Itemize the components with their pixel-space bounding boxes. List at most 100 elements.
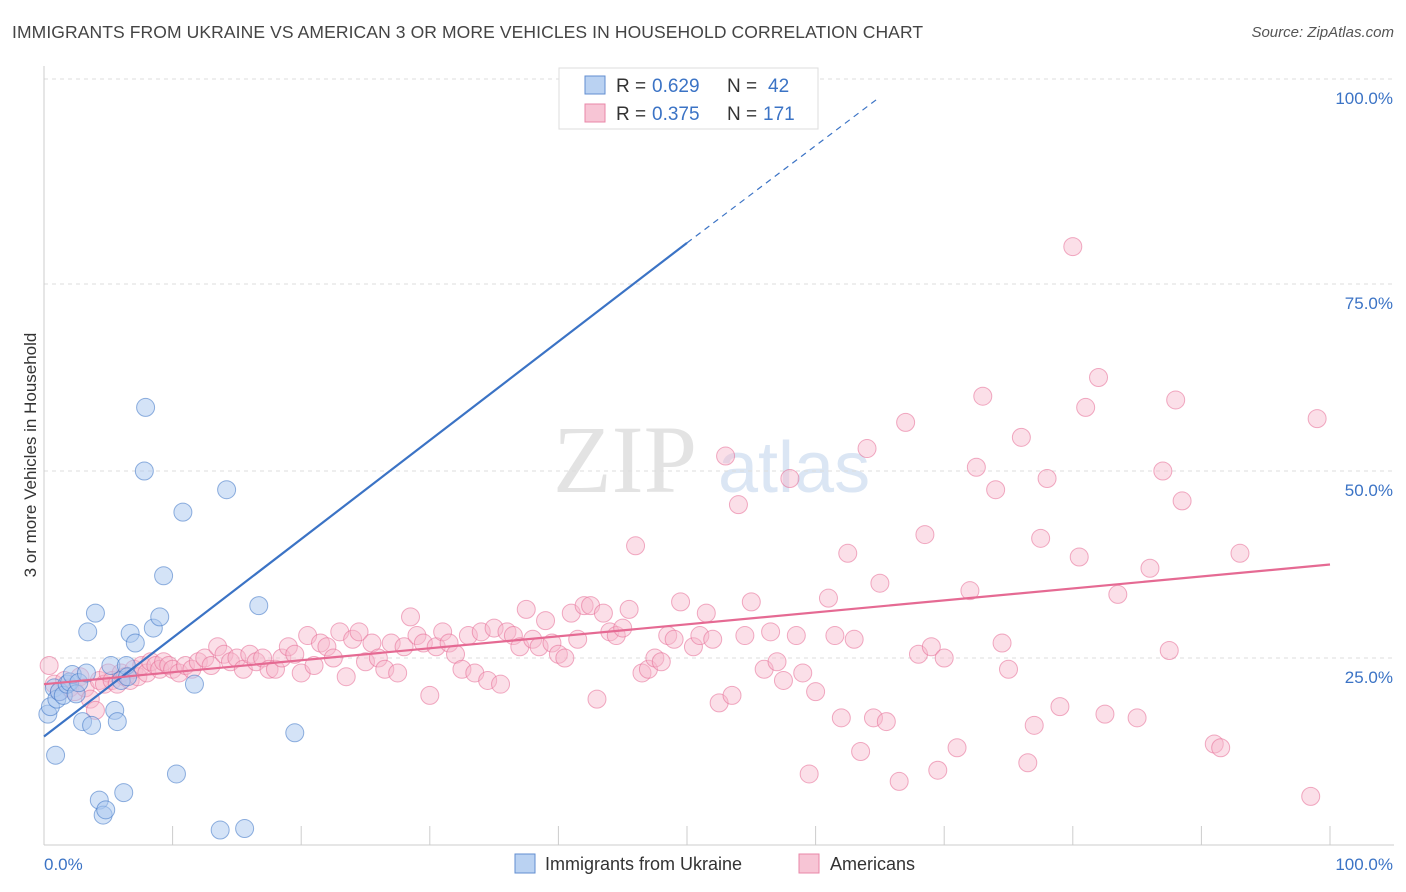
americans-point (825, 626, 845, 646)
americans-point (1037, 468, 1057, 488)
ukraine-point (78, 622, 98, 642)
series-legend: Immigrants from Ukraine Americans (514, 853, 915, 874)
watermark-atlas: atlas (718, 428, 870, 508)
americans-point (934, 648, 954, 668)
americans-point (915, 525, 935, 545)
americans-point (671, 592, 691, 612)
americans-point (1069, 547, 1089, 567)
americans-point (767, 652, 787, 672)
americans-point (818, 588, 838, 608)
americans-point (240, 644, 260, 664)
ukraine-point (150, 607, 170, 627)
americans-point (851, 742, 871, 761)
americans-point (806, 682, 826, 702)
americans-point (838, 543, 858, 563)
americans-point (317, 637, 337, 657)
ukraine-trendline-extension (686, 96, 881, 244)
americans-point (388, 663, 408, 683)
americans-point (1307, 409, 1327, 429)
americans-point (343, 629, 363, 649)
x-tick-labels: 0.0% 100.0% (44, 855, 1393, 874)
americans-point (285, 644, 305, 664)
americans-point (992, 633, 1012, 653)
americans-point (1076, 397, 1096, 417)
ukraine-point (134, 461, 154, 481)
americans-point (793, 663, 813, 683)
americans-point (1140, 558, 1160, 578)
ukraine-point (217, 480, 237, 500)
legend-n-label-2: N = (727, 104, 757, 125)
y-tick-label: 75.0% (1345, 294, 1393, 313)
americans-point (1063, 237, 1083, 257)
legend-r-label-2: R = (616, 104, 646, 125)
bottom-legend-label-americans: Americans (830, 854, 915, 874)
americans-point (986, 480, 1006, 500)
ukraine-point (249, 596, 269, 616)
americans-point (208, 637, 228, 657)
ukraine-point (96, 800, 116, 820)
americans-point (452, 659, 472, 679)
americans-point (876, 712, 896, 732)
americans-point (1166, 390, 1186, 410)
americans-point (966, 457, 986, 477)
americans-point (159, 655, 179, 675)
ukraine-point (285, 723, 305, 743)
ukraine-point (210, 820, 230, 840)
americans-point (478, 670, 498, 690)
americans-point (703, 629, 723, 649)
americans-point (1204, 734, 1224, 754)
chart-title: IMMIGRANTS FROM UKRAINE VS AMERICAN 3 OR… (12, 22, 924, 42)
americans-point (999, 659, 1018, 679)
americans-point (1011, 427, 1031, 447)
ukraine-point (107, 712, 127, 732)
legend-r-value-2: 0.375 (652, 104, 700, 125)
trendlines (43, 96, 1331, 738)
x-tick-label: 0.0% (44, 855, 83, 874)
ukraine-points (38, 397, 305, 840)
americans-point (716, 446, 736, 466)
ukraine-point (76, 663, 96, 683)
ukraine-point (85, 603, 105, 623)
watermark: ZIP atlas (553, 406, 870, 513)
americans-point (773, 670, 793, 690)
americans-point (786, 626, 806, 646)
ukraine-point (136, 397, 156, 417)
americans-point (1172, 491, 1192, 511)
americans-point (349, 622, 369, 642)
americans-point (626, 536, 646, 556)
americans-point (844, 629, 864, 649)
americans-point (645, 648, 665, 668)
americans-point (1127, 708, 1147, 728)
americans-point (574, 596, 594, 616)
ukraine-point (82, 715, 102, 735)
gridlines (44, 78, 1394, 659)
americans-point (947, 738, 967, 758)
legend-r-value-1: 0.629 (652, 76, 700, 97)
americans-point (870, 573, 890, 593)
americans-point (1089, 368, 1109, 387)
americans-point (516, 599, 536, 619)
americans-point (401, 607, 421, 627)
americans-point (1018, 753, 1038, 773)
americans-point (433, 622, 453, 642)
americans-point (613, 618, 633, 638)
americans-point (491, 674, 511, 694)
americans-point (1031, 528, 1051, 548)
americans-point (889, 771, 909, 791)
americans-point (1301, 786, 1321, 806)
ukraine-point (154, 566, 174, 586)
ukraine-point (125, 633, 145, 653)
ukraine-trendline (43, 241, 688, 738)
americans-point (195, 648, 215, 668)
americans-point (1024, 715, 1044, 735)
americans-point (278, 637, 298, 657)
bottom-legend-swatch-ukraine (514, 853, 536, 874)
americans-point (1211, 738, 1231, 758)
americans-point (632, 663, 652, 683)
americans-point (336, 667, 356, 687)
legend-n-value-1: 42 (768, 76, 789, 97)
americans-point (420, 685, 440, 705)
ukraine-point (46, 745, 66, 765)
americans-point (1108, 584, 1128, 604)
americans-point (1153, 461, 1173, 481)
